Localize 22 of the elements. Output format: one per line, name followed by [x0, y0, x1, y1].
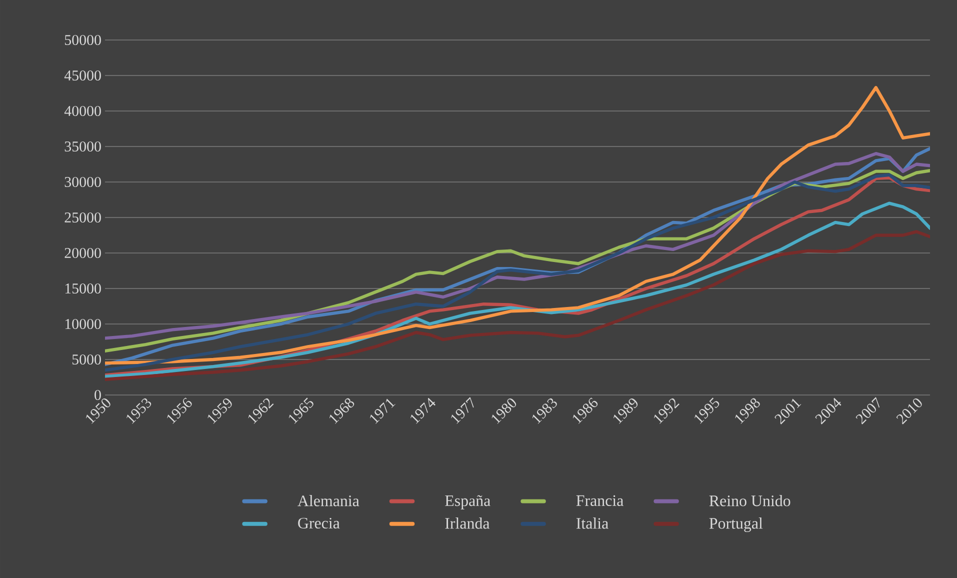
legend-label: Grecia: [298, 518, 340, 529]
line-series: [105, 86, 930, 365]
legend-label: Italia: [576, 518, 608, 529]
legend-label: Alemania: [298, 495, 360, 506]
line-series: [105, 230, 930, 381]
y-tick-label: 50000: [65, 34, 101, 46]
y-tick-label: 40000: [64, 106, 101, 116]
legend-label: Reino Unido: [709, 495, 790, 506]
y-tick-label: 15000: [65, 283, 101, 294]
y-tick-label: 35000: [64, 141, 101, 152]
legend-label: Francia: [576, 495, 624, 506]
legend-label: España: [445, 495, 490, 510]
y-tick-label: 25000: [64, 212, 101, 223]
y-tick-label: 30000: [64, 176, 101, 188]
y-tick-label: 5000: [72, 354, 101, 365]
y-tick-label: 10000: [65, 318, 101, 330]
y-tick-label: 45000: [64, 70, 101, 81]
x-tick-label: 1971: [370, 398, 396, 424]
y-tick-label: 20000: [64, 248, 101, 258]
legend-label: Portugal: [709, 518, 763, 532]
y-tick-label: 0: [94, 390, 101, 400]
legend-label: Irlanda: [445, 518, 490, 529]
